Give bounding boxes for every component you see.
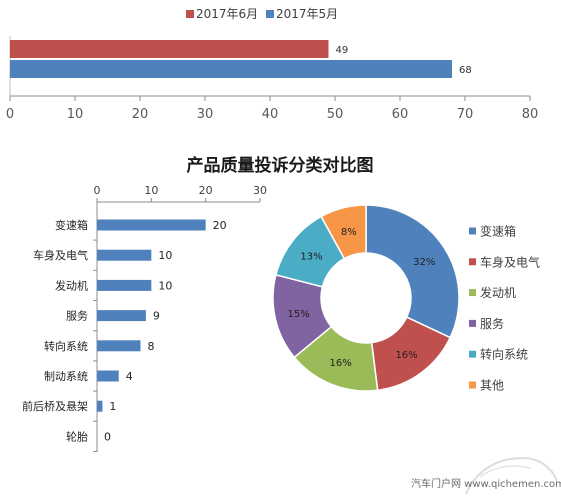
legend-swatch: [469, 381, 476, 389]
bar: [97, 370, 119, 382]
x-tick-label: 10: [67, 107, 84, 122]
legend-swatch: [469, 319, 476, 327]
legend-label: 2017年5月: [276, 7, 338, 21]
bar: [10, 40, 329, 58]
category-label: 车身及电气: [33, 248, 88, 262]
legend-swatch: [266, 10, 274, 18]
legend-swatch: [469, 350, 476, 358]
legend-swatch: [186, 10, 194, 18]
legend-swatch: [469, 227, 476, 235]
x-tick-label: 20: [199, 184, 213, 197]
legend-label: 转向系统: [480, 347, 528, 362]
category-label: 服务: [66, 310, 88, 323]
slice-label: 16%: [395, 350, 417, 361]
x-tick-label: 60: [392, 107, 409, 122]
bar: [97, 310, 146, 322]
donut-slice: [365, 204, 460, 339]
watermark-logo-line: [479, 465, 532, 478]
slice-label: 16%: [329, 358, 351, 369]
watermark-text: 汽车门户网 www.qichemen.com: [411, 477, 561, 490]
data-label: 4: [126, 370, 133, 383]
chart-title: 产品质量投诉分类对比图: [187, 155, 374, 176]
watermark: 汽车门户网 www.qichemen.com: [411, 456, 561, 495]
bar: [97, 279, 152, 291]
legend-label: 发动机: [480, 285, 516, 300]
legend-label: 车身及电气: [480, 254, 540, 269]
data-label: 8: [147, 340, 154, 353]
data-label: 49: [336, 45, 349, 56]
bar: [10, 60, 452, 78]
monthly-comparison-chart: 2017年6月 2017年5月 49 68 0 10 20 30 40 50 60 70 80: [6, 7, 538, 122]
data-label: 9: [153, 310, 160, 323]
bar: [97, 219, 206, 231]
category-label: 发动机: [55, 278, 88, 292]
x-tick-label: 0: [94, 184, 101, 197]
x-tick-label: 50: [327, 107, 344, 122]
bar: [97, 340, 141, 352]
x-tick-label: 30: [253, 184, 267, 197]
x-tick-label: 80: [522, 107, 539, 122]
bar: [97, 400, 103, 412]
data-label: 0: [104, 430, 111, 443]
x-tick-label: 30: [197, 107, 214, 122]
x-tick-label: 10: [144, 184, 158, 197]
category-label: 转向系统: [44, 339, 88, 353]
slice-label: 13%: [300, 252, 322, 263]
legend-swatch: [469, 289, 476, 297]
data-label: 68: [459, 65, 472, 76]
legend-label: 其他: [480, 379, 504, 393]
watermark-logo: [465, 456, 558, 495]
data-label: 10: [158, 279, 172, 292]
data-label: 10: [158, 249, 172, 262]
legend-label: 2017年6月: [196, 7, 258, 21]
category-label: 前后桥及悬架: [22, 399, 88, 413]
slice-label: 8%: [341, 227, 357, 238]
category-label: 轮胎: [66, 429, 88, 443]
x-tick-label: 40: [262, 107, 279, 122]
data-label: 20: [213, 219, 227, 232]
x-tick-label: 70: [457, 107, 474, 122]
donut-slice: [320, 204, 367, 260]
category-label: 制动系统: [44, 370, 88, 383]
data-label: 1: [109, 400, 116, 413]
slice-label: 32%: [413, 257, 435, 268]
legend-swatch: [469, 258, 476, 266]
category-label: 变速箱: [55, 218, 88, 232]
slice-label: 15%: [288, 309, 310, 320]
legend-label: 变速箱: [480, 224, 516, 239]
bar: [97, 249, 152, 261]
x-tick-label: 0: [6, 107, 14, 122]
legend-label: 服务: [480, 316, 504, 331]
x-tick-label: 20: [132, 107, 149, 122]
